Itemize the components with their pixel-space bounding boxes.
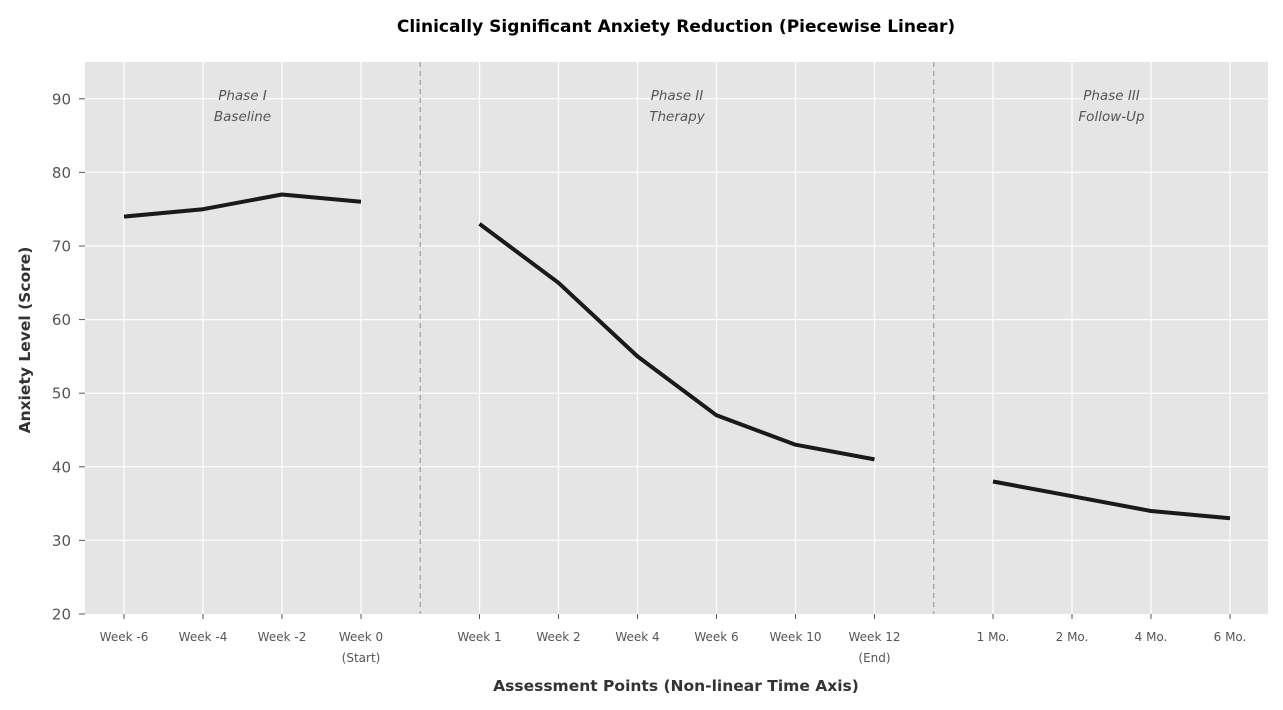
x-tick-label: (End) [858, 651, 890, 665]
x-tick-label: Week 12 [849, 630, 901, 644]
y-tick-label: 40 [52, 458, 71, 476]
x-tick-label: 2 Mo. [1056, 630, 1089, 644]
series-line-1 [123, 192, 362, 219]
x-axis-label: Assessment Points (Non-linear Time Axis) [493, 677, 859, 695]
x-tick-label: Week 4 [615, 630, 659, 644]
x-tick-label: Week 2 [536, 630, 580, 644]
x-tick-label: (Start) [342, 651, 381, 665]
series-line-2 [478, 222, 875, 462]
x-tick-label: Week -4 [179, 630, 228, 644]
y-tick-label: 50 [52, 385, 71, 403]
y-tick-label: 20 [52, 606, 71, 624]
x-tick-label: 4 Mo. [1135, 630, 1168, 644]
phase-subtitle: Therapy [649, 109, 706, 125]
plot-area: 20 30 40 50 60 70 80 90 Week -6 Week -4 Week -2 Wee… [52, 62, 1268, 665]
y-tick-label: 60 [52, 311, 71, 329]
phase-name: Phase III [1083, 88, 1140, 104]
y-tick-label: 90 [52, 90, 71, 108]
plot-background [85, 62, 1268, 614]
phase-subtitle: Follow-Up [1078, 109, 1144, 125]
x-tick-label: Week 0 [339, 630, 383, 644]
x-tick-label: Week 6 [694, 630, 738, 644]
x-tick-label: Week 10 [770, 630, 822, 644]
phase-name: Phase I [218, 88, 267, 104]
series-line-3 [992, 479, 1231, 521]
y-tick-label: 30 [52, 532, 71, 550]
y-tick-label: 80 [52, 164, 71, 182]
x-tick-label: 1 Mo. [977, 630, 1010, 644]
y-tick-label: 70 [52, 238, 71, 256]
chart-title: Clinically Significant Anxiety Reduction… [397, 17, 955, 37]
x-tick-label: Week -2 [258, 630, 307, 644]
x-tick-label: 6 Mo. [1214, 630, 1247, 644]
phase-subtitle: Baseline [214, 109, 271, 125]
x-tick-label: Week -6 [100, 630, 149, 644]
phase-name: Phase II [651, 88, 704, 104]
x-tick-label: Week 1 [457, 630, 501, 644]
y-axis-label: Anxiety Level (Score) [16, 247, 34, 434]
